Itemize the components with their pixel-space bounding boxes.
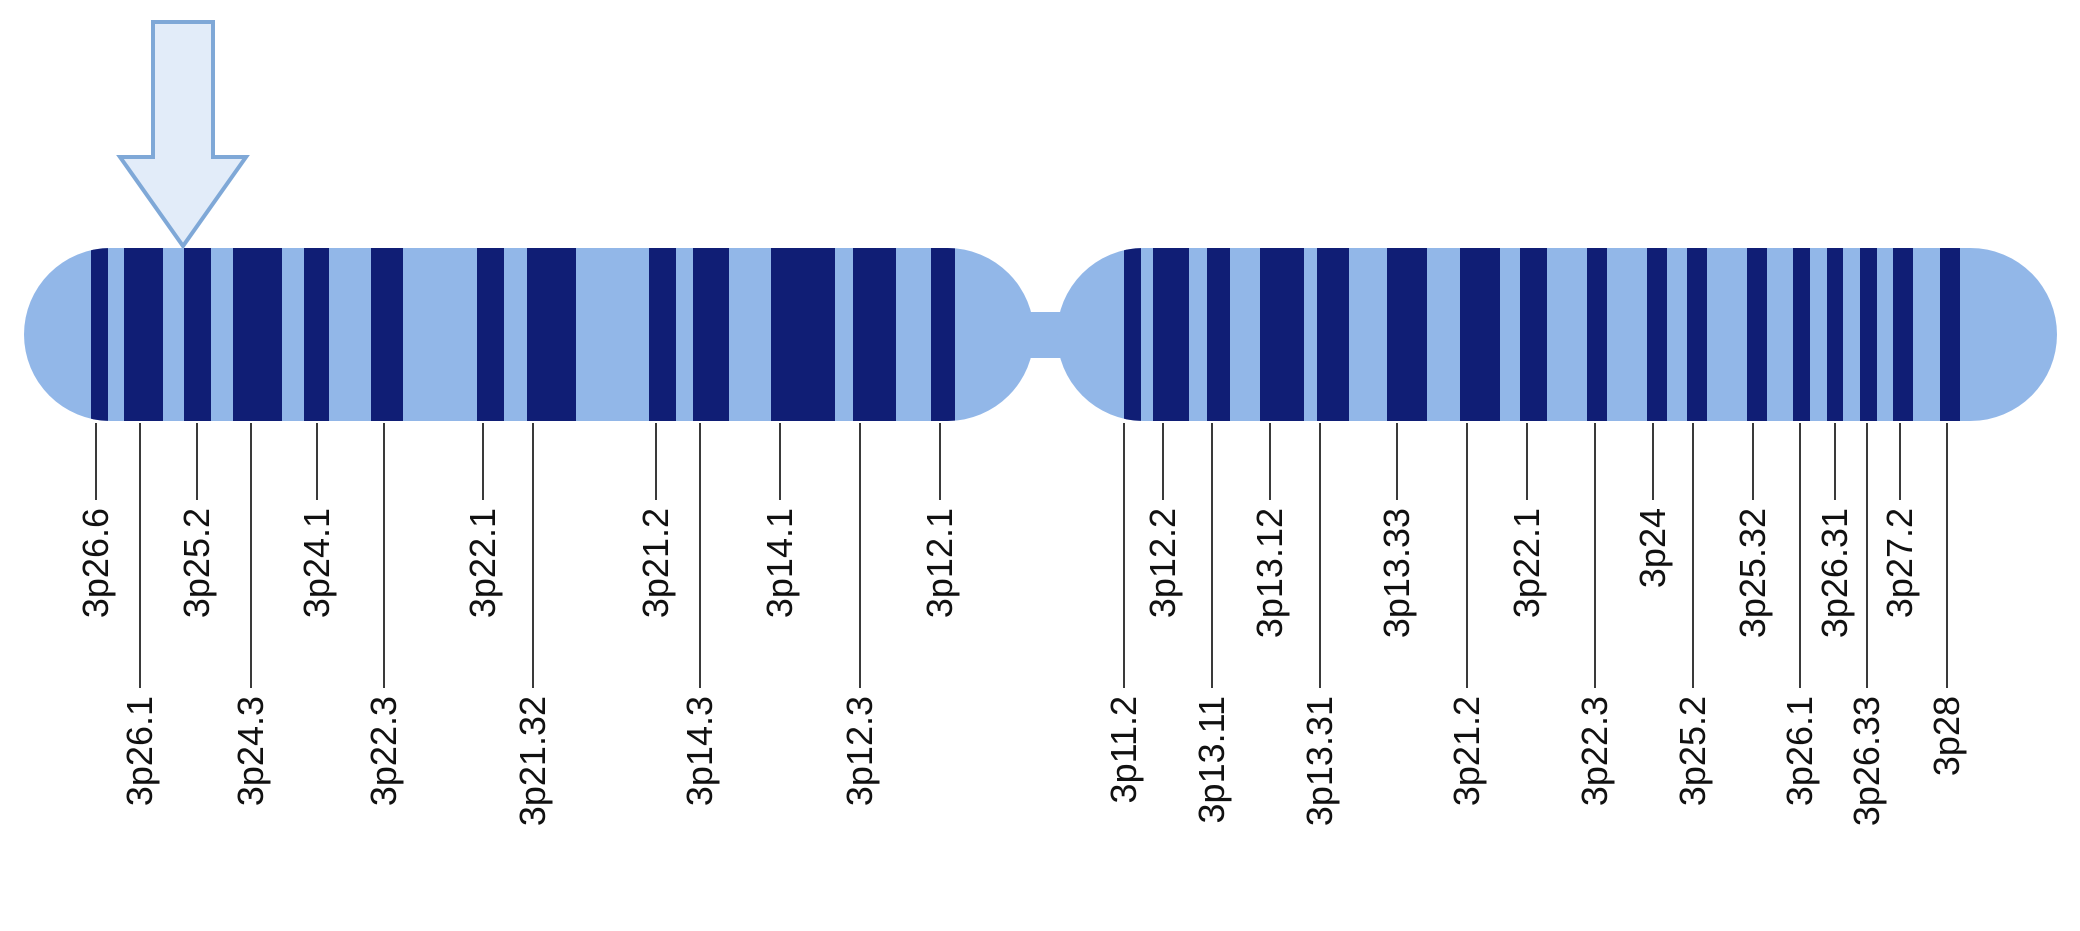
chromosome-band [1207,248,1230,421]
band-label: 3p26.33 [1846,696,1887,827]
chromosome-right-arm [1057,248,2057,421]
band-label: 3p12.3 [839,696,880,807]
band-label: 3p13.33 [1376,508,1417,639]
band-label: 3p11.2 [1103,696,1144,804]
band-label: 3p22.1 [462,508,503,619]
chromosome-band [931,248,955,421]
band-label: 3p12.2 [1142,508,1183,619]
chromosome-band [771,248,835,421]
leader-line [1799,423,1801,688]
leader-line [196,423,198,500]
band-label: 3p14.1 [759,508,800,619]
leader-line [1269,423,1271,500]
leader-line [779,423,781,500]
chromosome-band [477,248,504,421]
chromosome-band [649,248,676,421]
chromosome-band [184,248,211,421]
leader-line [1946,423,1948,688]
leader-line [1396,423,1398,500]
leader-line [250,423,252,688]
band-label: 3p12.1 [919,508,960,619]
leader-line [1466,423,1468,688]
chromosome-band [1940,248,1960,421]
band-label: 3p27.2 [1879,508,1920,619]
chromosome-band [1647,248,1667,421]
band-label: 3p13.11 [1191,696,1232,824]
band-label: 3p13.31 [1299,696,1340,827]
leader-line [1692,423,1694,688]
leader-line [95,423,97,500]
chromosome-band [1460,248,1500,421]
leader-line [139,423,141,688]
leader-line [1123,423,1125,688]
leader-line [939,423,941,500]
chromosome-band [124,248,163,421]
band-label: 3p26.1 [1779,696,1820,807]
chromosome-band [233,248,282,421]
band-label: 3p21.2 [1446,696,1487,807]
chromosome-band [1860,248,1877,421]
chromosome-band [304,248,329,421]
leader-line [1594,423,1596,688]
band-label: 3p21.32 [512,696,553,827]
chromosome-band [853,248,896,421]
leader-line [655,423,657,500]
band-label: 3p21.2 [635,508,676,619]
chromosome-band [1387,248,1427,421]
band-label: 3p25.2 [1672,696,1713,807]
chromosome-band [1587,248,1607,421]
leader-line [1752,423,1754,500]
band-label: 3p14.3 [679,696,720,807]
band-label: 3p25.32 [1732,508,1773,639]
band-label: 3p24.3 [230,696,271,807]
band-label: 3p26.31 [1814,508,1855,639]
band-label: 3p22.3 [1574,696,1615,807]
chromosome-band [693,248,729,421]
band-label: 3p22.1 [1506,508,1547,619]
chromosome-band [1827,248,1843,421]
chromosome-band [1124,248,1141,421]
leader-line [532,423,534,688]
chromosome-band [1260,248,1304,421]
leader-line [1526,423,1528,500]
leader-line [1834,423,1836,500]
leader-line [1319,423,1321,688]
leader-line [1652,423,1654,500]
chromosome-band [371,248,403,421]
leader-line [1211,423,1213,688]
leader-line [1899,423,1901,500]
leader-line [383,423,385,688]
band-label: 3p26.6 [75,508,116,619]
chromosome-band [1893,248,1913,421]
chromosome-band [1747,248,1767,421]
band-label: 3p24.1 [296,508,337,619]
chromosome-band [1520,248,1547,421]
leader-line [1866,423,1868,688]
leader-line [1162,423,1164,500]
chromosome-band [1793,248,1810,421]
leader-line [859,423,861,688]
chromosome-band [1317,248,1349,421]
chromosome-band [1153,248,1189,421]
leader-line [482,423,484,500]
band-label: 3p26.1 [119,696,160,807]
leader-line [699,423,701,688]
band-label: 3p24 [1632,508,1673,589]
leader-line [316,423,318,500]
band-label: 3p13.12 [1249,508,1290,639]
chromosome-left-arm [24,248,1034,421]
chromosome-band [91,248,108,421]
band-label: 3p28 [1926,696,1967,777]
band-label: 3p22.3 [363,696,404,807]
chromosome-band [1687,248,1707,421]
band-label: 3p25.2 [176,508,217,619]
chromosome-band [527,248,576,421]
